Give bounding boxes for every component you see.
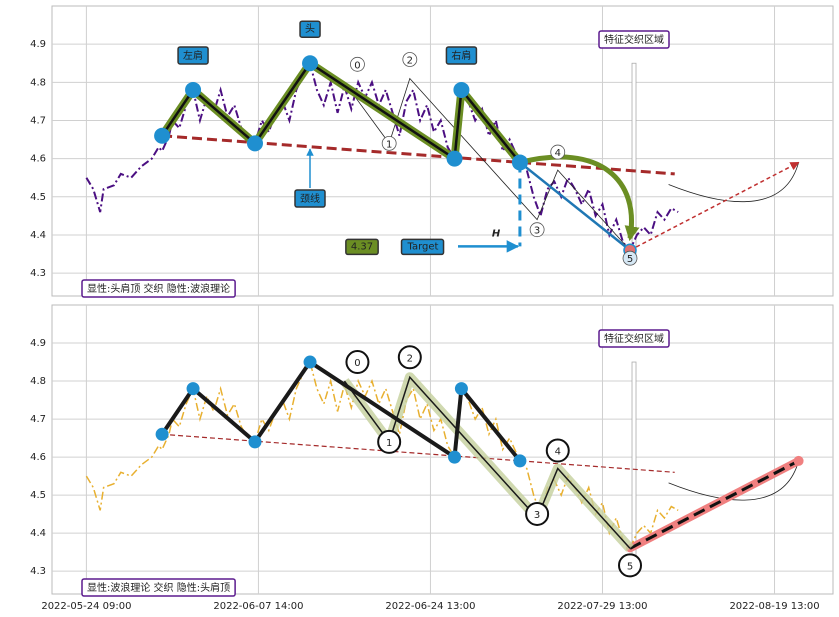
zone-marker — [631, 361, 637, 557]
neckline — [161, 134, 675, 176]
wave-label: 1 — [386, 438, 392, 449]
projection-line — [629, 459, 800, 550]
point — [302, 55, 319, 72]
label-box — [598, 30, 670, 49]
wave-line — [343, 375, 631, 549]
wave-label: 2 — [407, 56, 413, 67]
wave-label-circle — [377, 429, 402, 454]
annotation: 显性:波浪理论 交织 隐性:头肩顶 — [87, 581, 230, 594]
y-tick-label: 4.7 — [30, 414, 46, 425]
point — [155, 427, 169, 441]
y-tick-label: 4.4 — [30, 230, 46, 241]
y-tick-label: 4.6 — [30, 452, 46, 463]
annotation: Target — [407, 241, 439, 252]
label-box — [177, 46, 209, 65]
label-box — [345, 238, 379, 256]
y-tick-label: 4.7 — [30, 115, 46, 126]
point — [454, 382, 468, 396]
y-tick-label: 4.5 — [30, 490, 46, 501]
y-tick-label: 4.4 — [30, 528, 46, 539]
label-box — [400, 238, 445, 256]
y-tick-label: 4.8 — [30, 376, 46, 387]
annotation: 颈线 — [300, 192, 320, 205]
y-tick-label: 4.8 — [30, 77, 46, 88]
annotation: 显性:头肩顶 交织 隐性:波浪理论 — [87, 282, 230, 295]
x-tick-label: 2022-08-19 13:00 — [729, 601, 819, 612]
curve-arrow — [519, 154, 640, 242]
wave-label-circle — [397, 345, 422, 370]
point — [154, 127, 171, 144]
wave-label-circle — [618, 553, 643, 578]
wave-label-circle — [529, 222, 545, 238]
annotation: 4.37 — [351, 241, 373, 252]
x-tick-label: 2022-06-07 14:00 — [213, 601, 303, 612]
wave-label-circle — [550, 144, 566, 160]
projection-curve — [668, 162, 799, 202]
point — [246, 135, 263, 152]
label-box — [299, 20, 321, 38]
point — [513, 454, 527, 468]
pattern-target-line — [519, 161, 631, 252]
point — [448, 450, 462, 464]
y-tick-label: 4.3 — [30, 268, 46, 279]
wave-label: 3 — [534, 510, 540, 521]
point — [793, 455, 804, 466]
wave-line — [344, 77, 631, 251]
annotation: 头 — [305, 23, 315, 35]
label-box — [598, 329, 670, 348]
point — [446, 150, 463, 167]
annotation: 特征交织区域 — [604, 332, 664, 345]
point — [453, 81, 470, 98]
wave-label: 4 — [555, 447, 561, 458]
point — [248, 435, 262, 449]
y-tick-label: 4.9 — [30, 39, 46, 50]
height-label: H — [492, 228, 501, 239]
wave-label: 0 — [354, 358, 360, 369]
wave-label: 4 — [555, 148, 561, 159]
wave-label-circle — [345, 350, 370, 375]
y-tick-label: 4.3 — [30, 566, 46, 577]
wave-label-circle — [545, 438, 570, 463]
label-box — [81, 279, 236, 298]
wave-label: 5 — [627, 561, 633, 572]
wave-label-circle — [402, 52, 418, 67]
wave-label-circle — [525, 501, 550, 526]
label-box — [445, 46, 478, 65]
projection-curve — [668, 460, 799, 501]
x-tick-label: 2022-07-29 13:00 — [557, 601, 647, 612]
annotation: 左肩 — [183, 49, 203, 62]
point — [186, 382, 200, 396]
y-tick-label: 4.5 — [30, 192, 46, 203]
wave-label: 3 — [534, 226, 540, 237]
label-box — [81, 578, 236, 597]
projection-line — [629, 161, 800, 251]
wave-label: 0 — [354, 60, 360, 71]
wave-label-circle — [350, 56, 365, 72]
x-tick-label: 2022-06-24 13:00 — [385, 601, 475, 612]
wave-label: 1 — [386, 139, 392, 150]
label-box — [294, 189, 326, 208]
wave-label-circle — [381, 135, 397, 151]
point — [511, 154, 528, 171]
annotation: 右肩 — [451, 49, 471, 62]
wave-label: 5 — [627, 254, 633, 265]
wave-label-circle — [622, 250, 638, 266]
neckline — [162, 433, 675, 473]
annotation: 特征交织区域 — [604, 33, 664, 46]
wave-label: 2 — [407, 353, 413, 364]
point — [185, 81, 202, 98]
x-tick-label: 2022-05-24 09:00 — [41, 601, 131, 612]
point — [303, 355, 317, 369]
y-tick-label: 4.6 — [30, 154, 46, 165]
y-tick-label: 4.9 — [30, 338, 46, 349]
